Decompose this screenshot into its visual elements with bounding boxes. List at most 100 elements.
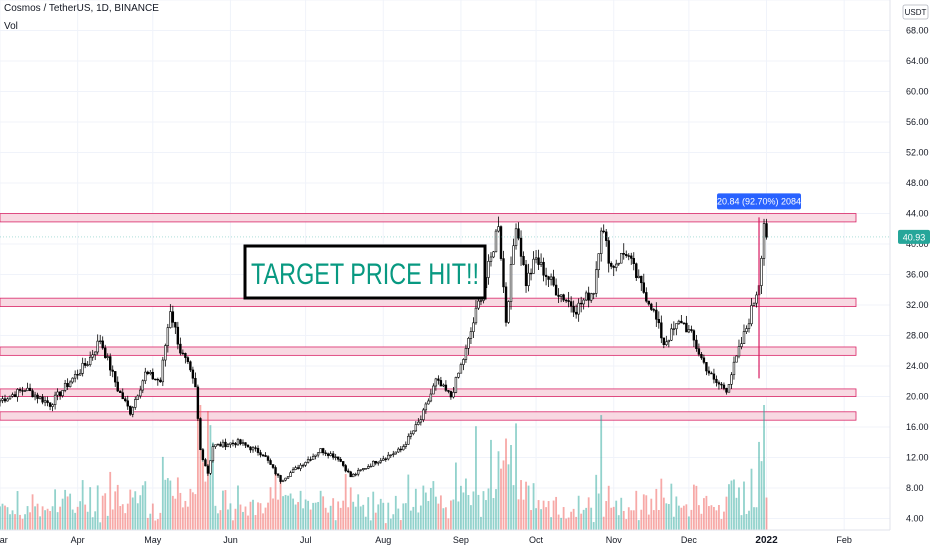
candle-down bbox=[266, 456, 270, 461]
volume-bar bbox=[44, 510, 46, 530]
volume-bar bbox=[490, 439, 492, 530]
candle-up bbox=[434, 378, 438, 387]
candle-up bbox=[727, 384, 731, 393]
candle-up bbox=[354, 473, 357, 476]
volume-bar bbox=[272, 498, 274, 530]
candle-down bbox=[519, 237, 523, 257]
candle-up bbox=[539, 261, 543, 265]
volume-bar bbox=[620, 497, 623, 530]
volume-bar bbox=[347, 507, 350, 530]
volume-bar bbox=[146, 517, 149, 530]
volume-bar bbox=[690, 509, 693, 530]
candle-up bbox=[106, 356, 109, 358]
volume-bar bbox=[54, 489, 57, 530]
volume-bar bbox=[384, 523, 387, 530]
volume-bar bbox=[477, 494, 480, 530]
candle-up bbox=[747, 323, 751, 329]
candle-down bbox=[640, 275, 643, 284]
x-tick-label: May bbox=[144, 535, 162, 545]
candle-up bbox=[316, 452, 320, 456]
volume-bar bbox=[332, 498, 335, 530]
sr-zone-3 bbox=[0, 346, 857, 356]
volume-bar bbox=[492, 498, 495, 530]
candle-up bbox=[687, 329, 691, 333]
volume-bar bbox=[379, 498, 382, 530]
candle-up bbox=[457, 372, 460, 378]
volume-bar bbox=[239, 504, 242, 530]
candle-down bbox=[331, 453, 335, 458]
volume-bar bbox=[442, 508, 445, 530]
volume-bar bbox=[665, 503, 668, 530]
volume-bar bbox=[632, 510, 635, 530]
volume-bar bbox=[367, 497, 370, 530]
candle-up bbox=[582, 299, 585, 305]
volume-bar bbox=[505, 438, 507, 530]
candle-down bbox=[537, 257, 540, 265]
candle-up bbox=[23, 390, 27, 392]
candle-up bbox=[211, 446, 215, 462]
volume-bar bbox=[557, 514, 560, 530]
volume-bar bbox=[397, 508, 400, 530]
x-tick-label: Aug bbox=[375, 535, 391, 545]
candle-down bbox=[121, 392, 124, 400]
candle-down bbox=[276, 473, 280, 476]
candle-up bbox=[387, 454, 390, 460]
candle-up bbox=[38, 396, 42, 399]
candle-up bbox=[474, 307, 478, 324]
volume-bar bbox=[555, 496, 558, 530]
candle-up bbox=[599, 230, 603, 254]
volume-bar bbox=[36, 503, 39, 530]
volume-bar bbox=[522, 499, 525, 530]
volume-bar bbox=[309, 509, 312, 530]
candle-up bbox=[311, 456, 315, 460]
volume-bar bbox=[11, 510, 14, 530]
candle-up bbox=[459, 364, 463, 374]
volume-bar bbox=[264, 507, 267, 530]
measure-label-box bbox=[717, 193, 802, 210]
y-tick-label: 44.00 bbox=[906, 209, 929, 219]
candle-down bbox=[567, 300, 570, 302]
volume-bar bbox=[497, 451, 500, 530]
volume-bar bbox=[527, 485, 530, 530]
candle-up bbox=[78, 373, 82, 376]
volume-bar bbox=[743, 481, 745, 530]
volume-bar bbox=[500, 468, 502, 530]
symbol-title: Cosmos / TetherUS, 1D, BINANCE bbox=[4, 3, 159, 14]
volume-bar bbox=[740, 515, 743, 530]
candle-down bbox=[642, 282, 645, 293]
volume-bar bbox=[41, 506, 44, 530]
candle-down bbox=[650, 303, 653, 310]
volume-bar bbox=[572, 508, 575, 530]
candle-up bbox=[402, 446, 405, 451]
volume-bar bbox=[612, 506, 615, 530]
candle-up bbox=[377, 461, 380, 464]
candle-up bbox=[675, 323, 678, 330]
candle-up bbox=[479, 300, 483, 302]
volume-bar bbox=[697, 505, 700, 530]
volume-bar bbox=[560, 517, 563, 530]
candle-down bbox=[199, 418, 202, 450]
volume-bar bbox=[547, 501, 550, 530]
candle-down bbox=[399, 448, 402, 451]
volume-bar bbox=[590, 507, 593, 530]
volume-bar bbox=[419, 505, 422, 530]
volume-bar bbox=[452, 499, 455, 530]
volume-bar bbox=[429, 488, 432, 530]
candle-up bbox=[497, 226, 500, 232]
volume-bar bbox=[605, 501, 608, 530]
candle-down bbox=[264, 455, 267, 457]
candle-up bbox=[750, 305, 753, 325]
candle-down bbox=[544, 274, 548, 277]
volume-bar bbox=[537, 500, 540, 530]
volume-bar bbox=[760, 461, 763, 530]
candle-down bbox=[58, 391, 62, 396]
candle-down bbox=[447, 390, 450, 392]
candle-down bbox=[499, 226, 503, 259]
candle-up bbox=[91, 354, 94, 358]
volume-bar bbox=[642, 494, 645, 530]
volume-bar bbox=[141, 485, 144, 530]
volume-bar bbox=[49, 511, 51, 530]
volume-bar bbox=[434, 496, 437, 530]
